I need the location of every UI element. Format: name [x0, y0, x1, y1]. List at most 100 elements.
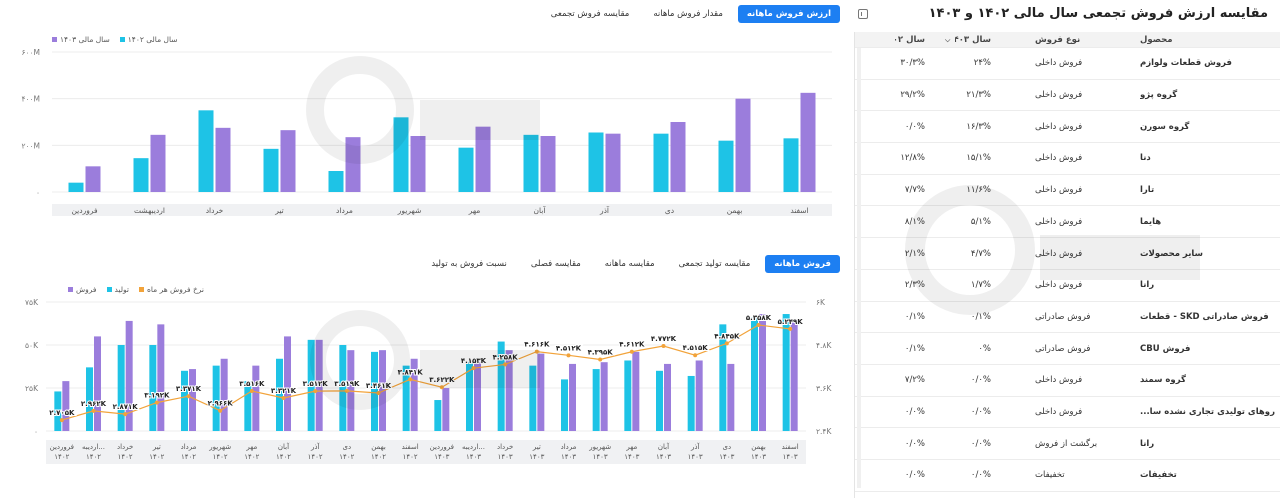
table-row[interactable]: فروش صادراتی SKD - قطعات فروش صادراتی ۰/۱%…	[855, 302, 1280, 334]
bottom-tab-2[interactable]: مقایسه ماهانه	[604, 259, 655, 269]
legend-swatch	[68, 287, 73, 292]
cell-sales-type: فروش داخلی	[1035, 216, 1083, 227]
header-year-1403[interactable]: سال ۱۴۰۳	[955, 34, 991, 45]
top-tab-0[interactable]: ارزش فروش ماهانه	[737, 5, 840, 23]
x-tick-label: خرداد	[117, 443, 133, 451]
cell-year-1402: ۲/۱%	[904, 248, 925, 259]
x-tick-label: فروردین	[430, 443, 454, 451]
bottom-tab-4[interactable]: نسبت فروش به تولید	[431, 259, 507, 269]
cell-year-1402: ۳۰/۳%	[900, 58, 925, 69]
sales-share-table-panel: مقایسه ارزش فروش تجمعی سال مالی ۱۴۰۲ و ۱…	[852, 0, 1280, 498]
cell-year-1402: ۰/۱%	[904, 311, 925, 322]
sales-rate-point	[661, 344, 666, 349]
cell-year-1402: ۷/۷%	[904, 185, 925, 196]
bar-1402	[68, 182, 84, 192]
x-tick-year-label: ۱۴۰۳	[561, 453, 576, 461]
bar-production	[117, 345, 125, 431]
bottom-chart-legend: فروش تولید نرخ فروش هر ماه	[68, 285, 204, 294]
sales-rate-data-label: ۵.۲۴۹K	[778, 318, 804, 326]
bar-production	[466, 362, 473, 431]
legend-label: سال مالی ۱۴۰۳	[60, 35, 110, 44]
monthly-sales-production-chart: ۰ ۲۵K ۵۰K ۷۵K ۲.۴K ۳.۶K ۴.۸K ۶K اسفند ۱۴۰۳ بهمن ۱۴۰…	[25, 298, 832, 464]
sales-rate-data-label: ۵.۳۵۸K	[746, 314, 772, 322]
x-tick-year-label: ۱۴۰۳	[593, 453, 608, 461]
sales-rate-data-label: ۴.۵۱۲K	[556, 344, 582, 352]
sort-chevron-down-icon[interactable]: ⌵	[945, 36, 951, 44]
bar-sales	[379, 350, 386, 431]
x-tick-year-label: ۱۴۰۳	[466, 453, 481, 461]
sales-rate-point	[471, 366, 476, 371]
panel-toggle-icon[interactable]	[858, 9, 868, 19]
table-row[interactable]: رانا فروش داخلی ۱/۷% ۲/۳%	[855, 270, 1280, 302]
bar-sales	[632, 351, 640, 431]
bar-1402	[133, 158, 149, 192]
x-tick-label: فروردین	[71, 206, 98, 215]
table-row[interactable]: تارا فروش داخلی ۱۱/۶% ۷/۷%	[855, 175, 1280, 207]
sales-rate-data-label: ۳.۳۲۱K	[271, 387, 297, 395]
bar-production	[561, 379, 568, 431]
cell-year-1403: ۵/۱%	[970, 216, 991, 227]
cell-year-1402: ۰/۰%	[904, 470, 925, 481]
bar-sales	[315, 339, 323, 431]
legend-item[interactable]: نرخ فروش هر ماه	[138, 285, 204, 294]
bar-production	[212, 365, 220, 431]
cell-product: گروه سمند	[1140, 375, 1186, 386]
header-product[interactable]: محصول	[1140, 34, 1173, 45]
cell-product: خودروهای تولیدی تجاری نشده سا...	[1140, 407, 1275, 418]
legend-item[interactable]: سال مالی ۱۴۰۲	[119, 35, 178, 44]
bar-production	[181, 370, 188, 431]
table-row[interactable]: فروش CBU فروش صادراتی ۰% ۰/۱%	[855, 333, 1280, 365]
cell-product: هایما	[1140, 216, 1162, 227]
table-row[interactable]: تخفیفات تخفیفات ۰/۰% ۰/۰%	[855, 460, 1280, 492]
x-tick-label: بهمن	[371, 443, 386, 451]
header-year-1402[interactable]: سال ۱۴۰۲	[895, 34, 925, 45]
bar-1402	[198, 110, 214, 192]
legend-item[interactable]: سال مالی ۱۴۰۳	[52, 35, 110, 44]
top-tab-2[interactable]: مقایسه فروش تجمعی	[550, 9, 630, 19]
sales-rate-data-label: ۳.۵۱۹K	[334, 380, 360, 388]
table-row[interactable]: فروش قطعات ولوازم فروش داخلی ۲۴% ۳۰/۳%	[855, 48, 1280, 80]
table-row[interactable]: دنا فروش داخلی ۱۵/۱% ۱۲/۸%	[855, 143, 1280, 175]
table-scrollbar[interactable]	[857, 48, 861, 488]
table-header-row: محصول نوع فروش سال ۱۴۰۳ ⌵ سال ۱۴۰۲	[855, 32, 1280, 48]
x-tick-label: مهر	[625, 443, 637, 451]
x-tick-label: مرداد	[561, 443, 577, 451]
sales-rate-data-label: ۳.۴۶۱K	[366, 382, 392, 390]
table-row[interactable]: گروه سورن فروش داخلی ۱۶/۳% ۰/۰%	[855, 111, 1280, 144]
x-tick-label: مرداد	[336, 206, 353, 215]
bar-sales	[474, 362, 481, 431]
cell-year-1403: ۱۶/۳%	[966, 121, 991, 132]
bar-sales	[220, 358, 228, 431]
table-row[interactable]: هایما فروش داخلی ۵/۱% ۸/۱%	[855, 207, 1280, 239]
bar-sales	[664, 363, 671, 431]
bar-production	[434, 400, 442, 431]
table-row[interactable]: گروه سمند فروش داخلی ۰/۰% ۷/۲%	[855, 365, 1280, 397]
bottom-tab-3[interactable]: مقایسه فصلی	[530, 259, 581, 269]
sales-rate-point	[598, 357, 603, 362]
sales-rate-data-label: ۲.۷۰۵K	[49, 409, 75, 417]
bottom-tab-1[interactable]: مقایسه تولید تجمعی	[678, 259, 751, 269]
bottom-tab-0[interactable]: فروش ماهانه	[765, 255, 840, 273]
table-row[interactable]: گروه پژو فروش داخلی ۲۱/۳% ۲۹/۲%	[855, 80, 1280, 112]
sales-rate-point	[123, 412, 128, 417]
cell-sales-type: تخفیفات	[1035, 470, 1065, 481]
cell-sales-type: فروش صادراتی	[1035, 311, 1091, 322]
top-tab-1[interactable]: مقدار فروش ماهانه	[653, 9, 723, 19]
bottom-chart-tabs: فروش ماهانه مقایسه تولید تجمعی مقایسه ماها…	[422, 255, 840, 273]
sales-rate-point	[186, 394, 191, 399]
x-tick-label: فروردین	[50, 443, 74, 451]
sales-rate-point	[629, 349, 634, 354]
legend-label: تولید	[114, 285, 129, 294]
x-tick-year-label: ۱۴۰۲	[308, 453, 323, 461]
sales-rate-data-label: ۴.۳۹۵K	[588, 349, 614, 357]
x-tick-label: دی	[723, 443, 732, 451]
table-row[interactable]: خودروهای تولیدی تجاری نشده سا... فروش داخ…	[855, 397, 1280, 429]
legend-item[interactable]: تولید	[106, 285, 129, 294]
x-tick-label: شهریور	[588, 443, 611, 451]
cell-product: رانا	[1140, 438, 1155, 449]
table-row[interactable]: سایر محصولات فروش داخلی ۴/۷% ۲/۱%	[855, 238, 1280, 270]
header-sales-type[interactable]: نوع فروش	[1035, 34, 1081, 45]
x-tick-label: تیر	[152, 443, 161, 451]
legend-item[interactable]: فروش	[68, 285, 97, 294]
table-row[interactable]: رانا برگشت از فروش ۰/۰% ۰/۰%	[855, 428, 1280, 461]
